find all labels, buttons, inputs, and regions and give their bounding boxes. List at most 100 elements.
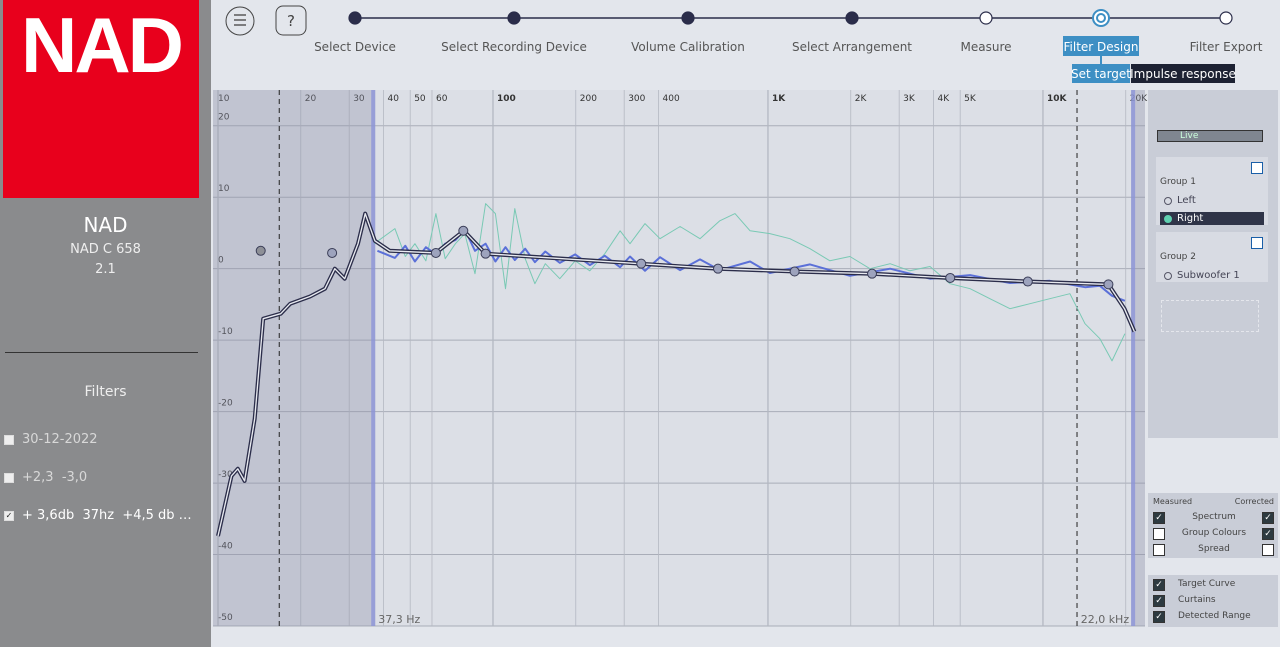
filter-item[interactable]: +2,3 -3,0 bbox=[4, 470, 87, 485]
overlay-label: Detected Range bbox=[1178, 611, 1251, 621]
x-tick-label: 10K bbox=[1047, 94, 1068, 104]
curtain-edge bbox=[1131, 90, 1136, 626]
control-point[interactable] bbox=[1022, 276, 1033, 287]
control-point[interactable] bbox=[789, 266, 800, 277]
filter-checkbox[interactable] bbox=[4, 434, 14, 445]
step-label[interactable]: Measure bbox=[961, 40, 1012, 54]
help-button[interactable] bbox=[275, 5, 307, 36]
option-label: Spectrum bbox=[1192, 512, 1236, 522]
group-toggle[interactable] bbox=[1251, 162, 1263, 174]
step-label[interactable]: Select Device bbox=[314, 40, 396, 54]
response-curve bbox=[373, 203, 1126, 362]
corrected-checkbox[interactable] bbox=[1262, 544, 1274, 556]
x-tick-label: 400 bbox=[663, 94, 680, 104]
measured-checkbox[interactable] bbox=[1153, 544, 1165, 556]
control-point[interactable] bbox=[430, 247, 441, 258]
control-point[interactable] bbox=[1103, 279, 1114, 290]
control-point[interactable] bbox=[327, 247, 338, 258]
step-label[interactable]: Volume Calibration bbox=[631, 40, 745, 54]
target-curve-core bbox=[217, 212, 1136, 537]
logo: NAD bbox=[3, 0, 199, 198]
step-marker-inner bbox=[1096, 13, 1106, 23]
sidebar: NAD NAD NAD C 658 2.1 Filters 30-12-2022… bbox=[0, 0, 211, 647]
curtain-label: 37,3 Hz bbox=[378, 613, 420, 626]
corrected-checkbox[interactable]: ✓ bbox=[1262, 512, 1274, 524]
curtain-edge bbox=[371, 90, 376, 626]
step-marker[interactable] bbox=[507, 11, 521, 25]
tab[interactable] bbox=[1131, 64, 1235, 83]
filter-checkbox[interactable]: ✓ bbox=[4, 510, 14, 521]
filter-checkbox[interactable] bbox=[4, 472, 14, 483]
step-label[interactable]: Filter Design bbox=[1064, 40, 1139, 54]
control-point[interactable] bbox=[712, 263, 723, 274]
overlay-label: Target Curve bbox=[1178, 579, 1236, 589]
x-tick-label: 1K bbox=[772, 94, 786, 104]
divider bbox=[5, 352, 198, 353]
channel-dot bbox=[1164, 196, 1172, 205]
measured-checkbox[interactable] bbox=[1153, 528, 1165, 540]
tab-label[interactable]: Set target bbox=[1071, 67, 1131, 81]
control-point[interactable] bbox=[636, 258, 647, 269]
curtain-label: 22,0 kHz bbox=[1081, 613, 1130, 626]
overlay-checkbox[interactable]: ✓ bbox=[1153, 595, 1165, 607]
channel[interactable]: Subwoofer 1 bbox=[1160, 269, 1264, 282]
group-name: Group 2 bbox=[1160, 252, 1196, 262]
filter-label: +2,3 -3,0 bbox=[22, 470, 88, 485]
measured-checkbox[interactable]: ✓ bbox=[1153, 512, 1165, 524]
step-marker[interactable] bbox=[348, 11, 362, 25]
tab[interactable] bbox=[1072, 64, 1130, 83]
filter-item[interactable]: 30-12-2022 bbox=[4, 432, 98, 447]
y-tick-label: 10 bbox=[218, 184, 230, 194]
filter-item[interactable]: ✓ + 3,6db 37hz +4,5 db … bbox=[4, 508, 192, 523]
step-highlight bbox=[1063, 36, 1139, 56]
channel[interactable]: Right bbox=[1160, 212, 1264, 225]
group-toggle[interactable] bbox=[1251, 237, 1263, 249]
corrected-checkbox[interactable]: ✓ bbox=[1262, 528, 1274, 540]
measured-header: Measured bbox=[1153, 497, 1193, 506]
step-label[interactable]: Filter Export bbox=[1190, 40, 1263, 54]
y-tick-label: -40 bbox=[218, 542, 233, 552]
step-label[interactable]: Select Arrangement bbox=[792, 40, 912, 54]
channel-dot bbox=[1164, 214, 1172, 223]
tab-label[interactable]: Impulse response bbox=[1130, 67, 1236, 81]
drop-zone bbox=[1161, 300, 1259, 332]
control-point[interactable] bbox=[945, 272, 956, 283]
channel-name: Subwoofer 1 bbox=[1177, 270, 1240, 281]
help-label: ? bbox=[287, 12, 295, 30]
filter-label: 30-12-2022 bbox=[22, 432, 98, 447]
overlay-checkbox[interactable]: ✓ bbox=[1153, 611, 1165, 623]
plot-area bbox=[213, 90, 1145, 626]
device-model: NAD C 658 bbox=[70, 242, 141, 257]
control-point[interactable] bbox=[255, 245, 266, 256]
logo-text: NAD bbox=[21, 1, 184, 89]
step-marker[interactable] bbox=[979, 11, 993, 25]
step-marker[interactable] bbox=[681, 11, 695, 25]
control-point[interactable] bbox=[480, 248, 491, 259]
x-tick-label: 4K bbox=[938, 94, 951, 104]
x-tick-label: 10 bbox=[218, 94, 230, 104]
x-tick-label: 40 bbox=[388, 94, 400, 104]
filter-label: + 3,6db 37hz +4,5 db … bbox=[22, 508, 192, 523]
step-marker[interactable] bbox=[1219, 11, 1233, 25]
overlay-checkbox[interactable]: ✓ bbox=[1153, 579, 1165, 591]
control-point[interactable] bbox=[867, 268, 878, 279]
step-marker[interactable] bbox=[845, 11, 859, 25]
control-point[interactable] bbox=[458, 225, 469, 236]
filters-title: Filters bbox=[84, 384, 127, 400]
channel-dot bbox=[1164, 271, 1172, 280]
channel-name: Left bbox=[1177, 195, 1196, 206]
overlay-panel bbox=[1148, 575, 1278, 627]
x-tick-label: 200 bbox=[580, 94, 597, 104]
group-name: Group 1 bbox=[1160, 177, 1196, 187]
step-label[interactable]: Select Recording Device bbox=[441, 40, 587, 54]
y-tick-label: -50 bbox=[218, 613, 233, 623]
y-tick-label: 0 bbox=[218, 256, 224, 266]
channel[interactable]: Left bbox=[1160, 194, 1264, 207]
x-tick-label: 20 bbox=[305, 94, 317, 104]
menu-button[interactable] bbox=[225, 6, 255, 36]
x-tick-label: 20K bbox=[1130, 94, 1148, 104]
overlay-label: Curtains bbox=[1178, 595, 1216, 605]
option-label: Spread bbox=[1198, 544, 1230, 554]
live-button[interactable]: Live bbox=[1157, 130, 1263, 142]
